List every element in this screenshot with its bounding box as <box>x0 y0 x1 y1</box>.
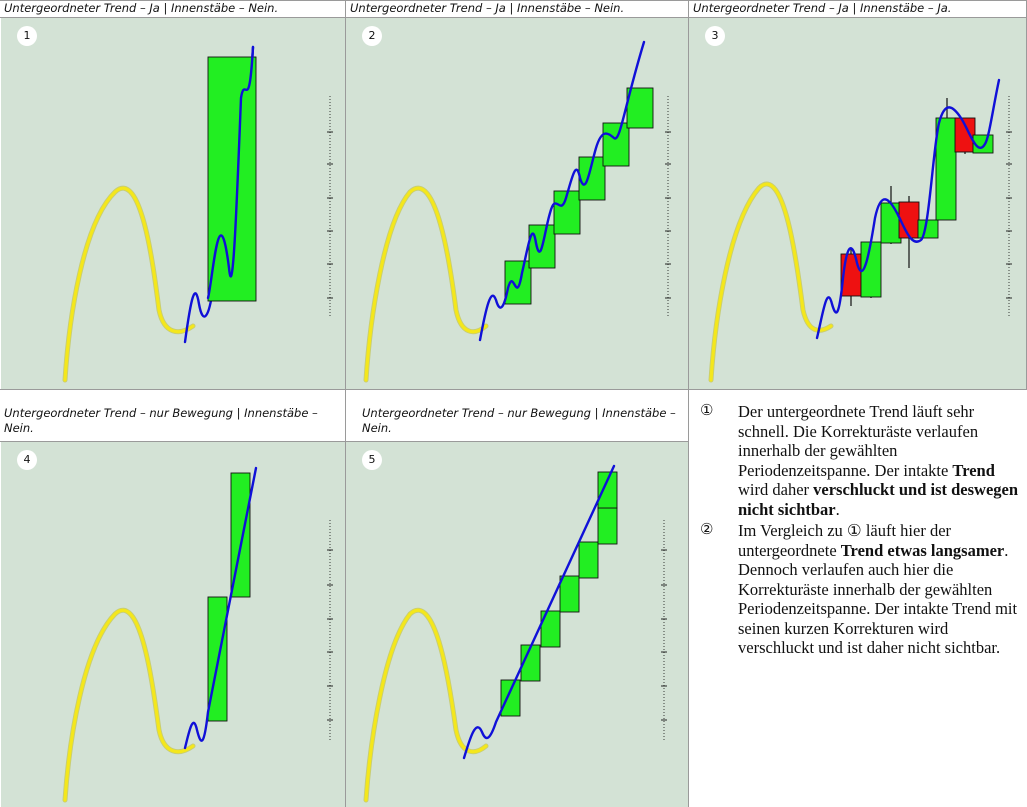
sub-trend-line <box>462 464 616 760</box>
panel-number-badge: 4 <box>17 450 37 470</box>
note-text: Der untergeordnete Trend läuft sehr schn… <box>738 402 1018 519</box>
main-trend-shadow <box>62 608 196 803</box>
grid-divider <box>0 441 689 442</box>
main-trend-shadow <box>363 608 489 803</box>
grid-divider <box>0 17 1027 18</box>
note-text-bold: Trend <box>952 460 995 480</box>
note-marker: ① <box>700 403 714 419</box>
sub-trend-line <box>206 45 255 300</box>
note-text: Im Vergleich zu ① läuft hier der unterge… <box>738 521 1017 657</box>
price-bar-bullish <box>540 610 561 648</box>
price-bar-bullish <box>602 122 630 167</box>
price-bar-bullish <box>559 575 580 613</box>
note-marker: ② <box>700 522 714 538</box>
schematic-drawing <box>62 466 333 803</box>
chart-panel-2: 2 <box>346 18 688 389</box>
chart-panel-3: 3 <box>689 18 1026 389</box>
schematic-drawing <box>708 78 1012 383</box>
schematic-drawing <box>62 45 333 383</box>
price-bar-bullish <box>597 471 618 509</box>
panel-caption: Untergeordneter Trend – nur Bewegung | I… <box>362 406 676 435</box>
main-trend-shadow <box>708 181 834 383</box>
main-trend-line <box>364 186 488 382</box>
schematic-drawing <box>363 40 671 383</box>
price-bar-bullish <box>917 219 939 239</box>
main-trend-line <box>63 186 195 382</box>
note-text-part: Im Vergleich zu ① läuft hier der unterge… <box>738 521 952 560</box>
price-bar-bullish <box>880 202 902 244</box>
note-text-part: Der untergeordnete Trend läuft sehr schn… <box>738 402 979 480</box>
panel-caption: Untergeordneter Trend – Ja | Innenstäbe … <box>693 1 952 15</box>
grid-divider <box>0 0 1027 1</box>
panel-number-badge: 2 <box>362 26 382 46</box>
panel-number-badge: 3 <box>705 26 725 46</box>
price-bar-bullish <box>500 679 521 717</box>
chart-panel-5: 5 <box>346 442 688 807</box>
sub-trend-line <box>183 466 258 750</box>
panel-caption: Untergeordneter Trend – nur Bewegung | I… <box>4 406 318 435</box>
panel-caption: Untergeordneter Trend – Ja | Innenstäbe … <box>350 1 625 15</box>
price-bar-bullish <box>626 87 654 129</box>
explanation-notes: ① Der untergeordnete Trend läuft sehr sc… <box>700 402 1020 660</box>
main-trend-line <box>63 609 195 802</box>
note-text-part: . <box>835 499 840 519</box>
grid-divider <box>345 0 346 807</box>
sub-trend-line <box>815 78 1001 340</box>
grid-divider <box>688 0 689 807</box>
chart-panel-1: 1 <box>1 18 345 389</box>
panel-caption: Untergeordneter Trend – Ja | Innenstäbe … <box>4 1 279 15</box>
price-bar-bullish <box>597 507 618 545</box>
price-bar-bullish <box>972 134 994 154</box>
note-text-bold: verschluckt und ist deswegen nicht sicht… <box>738 480 1019 519</box>
note-text-part: wird daher <box>738 480 814 499</box>
price-bar-bearish <box>898 201 920 239</box>
main-trend-line <box>709 182 833 382</box>
note-text-part: . Dennoch verlaufen auch hier die Korrek… <box>738 540 1018 658</box>
price-bar-bullish <box>207 56 257 302</box>
grid-divider <box>0 389 1027 390</box>
chart-panel-4: 4 <box>1 442 345 807</box>
schematic-drawing <box>363 464 667 803</box>
sub-trend-line <box>478 40 646 342</box>
price-bar-bullish <box>578 541 599 579</box>
note-item-1: ① Der untergeordnete Trend läuft sehr sc… <box>700 402 1020 519</box>
panel-number-badge: 5 <box>362 450 382 470</box>
note-text-bold: Trend etwas langsamer <box>840 540 1005 560</box>
note-item-2: ② Im Vergleich zu ① läuft hier der unter… <box>700 521 1020 658</box>
price-bar-bullish <box>935 117 957 221</box>
panel-number-badge: 1 <box>17 26 37 46</box>
main-trend-shadow <box>363 186 489 383</box>
main-trend-shadow <box>62 186 196 383</box>
main-trend-line <box>364 609 488 802</box>
